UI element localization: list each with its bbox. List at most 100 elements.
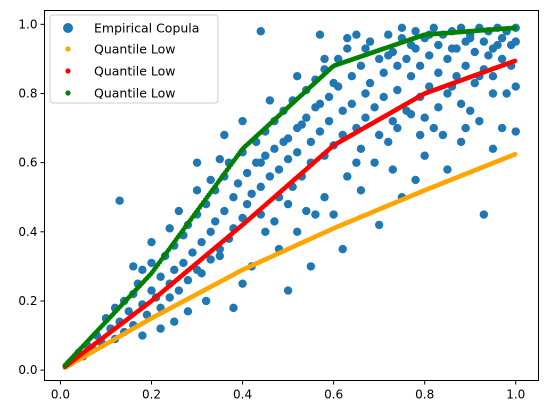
empirical-copula-point [302,206,311,216]
empirical-copula-point [415,130,425,140]
y-tick-label: 0.4 [18,225,37,239]
empirical-copula-point [238,213,247,223]
empirical-copula-point [415,61,425,71]
empirical-copula-point [356,144,366,154]
empirical-copula-point [456,137,466,147]
legend-label-quantile-low-green: Quantile Low [94,86,175,101]
quantile-curve-point [512,58,518,64]
x-tick-label: 1.0 [506,388,525,402]
empirical-copula-point [379,92,388,102]
empirical-copula-point [174,206,184,216]
empirical-copula-point [456,99,466,109]
empirical-copula-point [261,227,270,237]
empirical-copula-point [333,54,343,64]
y-tick-label: 0.8 [18,86,37,100]
y-tick-label: 0.6 [18,156,37,170]
empirical-copula-point [461,123,470,133]
empirical-copula-point [274,165,284,174]
empirical-copula-point [497,123,507,133]
empirical-copula-point [206,175,215,185]
empirical-copula-point [238,279,247,288]
empirical-copula-point [361,44,370,53]
empirical-copula-point [461,61,470,71]
empirical-copula-point [270,144,279,154]
empirical-copula-point [192,186,202,195]
empirical-copula-point [283,154,293,164]
empirical-copula-point [242,168,252,178]
empirical-copula-point [384,30,393,39]
empirical-copula-point [343,44,352,53]
empirical-copula-point [511,127,520,136]
empirical-copula-point [411,175,420,185]
empirical-copula-point [256,27,265,36]
empirical-copula-point [256,158,265,167]
empirical-copula-point [466,106,475,115]
empirical-copula-point [443,165,452,174]
empirical-copula-point [466,33,475,43]
empirical-copula-point [188,248,197,257]
empirical-copula-point [147,286,156,295]
empirical-copula-point [283,286,293,295]
empirical-copula-point [292,148,302,157]
empirical-copula-point [370,103,379,112]
empirical-copula-point [511,37,520,46]
empirical-copula-point [292,227,302,237]
series-3 [62,25,518,368]
empirical-copula-point [138,331,147,340]
empirical-copula-point [434,103,443,112]
empirical-copula-point [484,51,493,60]
empirical-copula-point [443,89,452,98]
x-tick-label: 0.0 [51,388,70,402]
empirical-copula-point [192,158,202,167]
empirical-copula-point [384,137,393,147]
empirical-copula-point [384,51,393,60]
legend-label-empirical-copula: Empirical Copula [94,21,199,36]
legend-marker-quantile-low-orange [65,46,71,52]
legend: Empirical Copula Quantile Low Quantile L… [49,14,219,104]
empirical-copula-point [374,54,384,64]
plot-frame [44,10,539,381]
empirical-copula-point [156,272,165,281]
empirical-copula-point [425,51,434,60]
empirical-copula-point [115,196,124,205]
empirical-copula-point [206,255,215,264]
empirical-copula-point [488,89,498,98]
empirical-copula-point [447,44,457,53]
empirical-copula-point [165,224,174,233]
empirical-copula-point [347,72,357,81]
empirical-copula-point [320,54,329,64]
empirical-copula-point [443,54,452,64]
empirical-copula-point [406,110,416,119]
empirical-copula-point [352,30,361,39]
empirical-copula-point [324,92,334,102]
y-tick-label: 0.0 [18,363,37,377]
empirical-copula-point [497,33,507,43]
empirical-copula-point [356,61,366,71]
empirical-copula-point [374,220,384,230]
empirical-copula-point [261,151,270,160]
empirical-copula-point [179,258,188,268]
empirical-copula-point [452,72,461,81]
legend-marker-quantile-low-red [65,68,71,74]
empirical-copula-point [247,189,256,198]
empirical-copula-point [197,269,206,278]
empirical-copula-point [215,251,224,261]
empirical-copula-point [138,265,147,275]
empirical-copula-point [265,96,275,105]
empirical-copula-point [420,151,429,160]
y-axis: 0.0 0.2 0.4 0.6 0.8 1.0 [18,17,45,377]
empirical-copula-point [361,113,370,122]
empirical-copula-point [279,137,288,147]
legend-marker-empirical-copula [63,23,73,33]
empirical-copula-point [147,237,156,247]
x-tick-label: 0.2 [142,388,161,402]
empirical-copula-point [402,54,411,64]
empirical-copula-point [475,116,484,126]
empirical-copula-point [183,276,193,285]
empirical-copula-point [229,193,238,202]
empirical-copula-point [388,165,397,174]
empirical-copula-point [283,199,293,209]
empirical-copula-point [311,210,320,219]
y-tick-label: 0.2 [18,294,37,308]
